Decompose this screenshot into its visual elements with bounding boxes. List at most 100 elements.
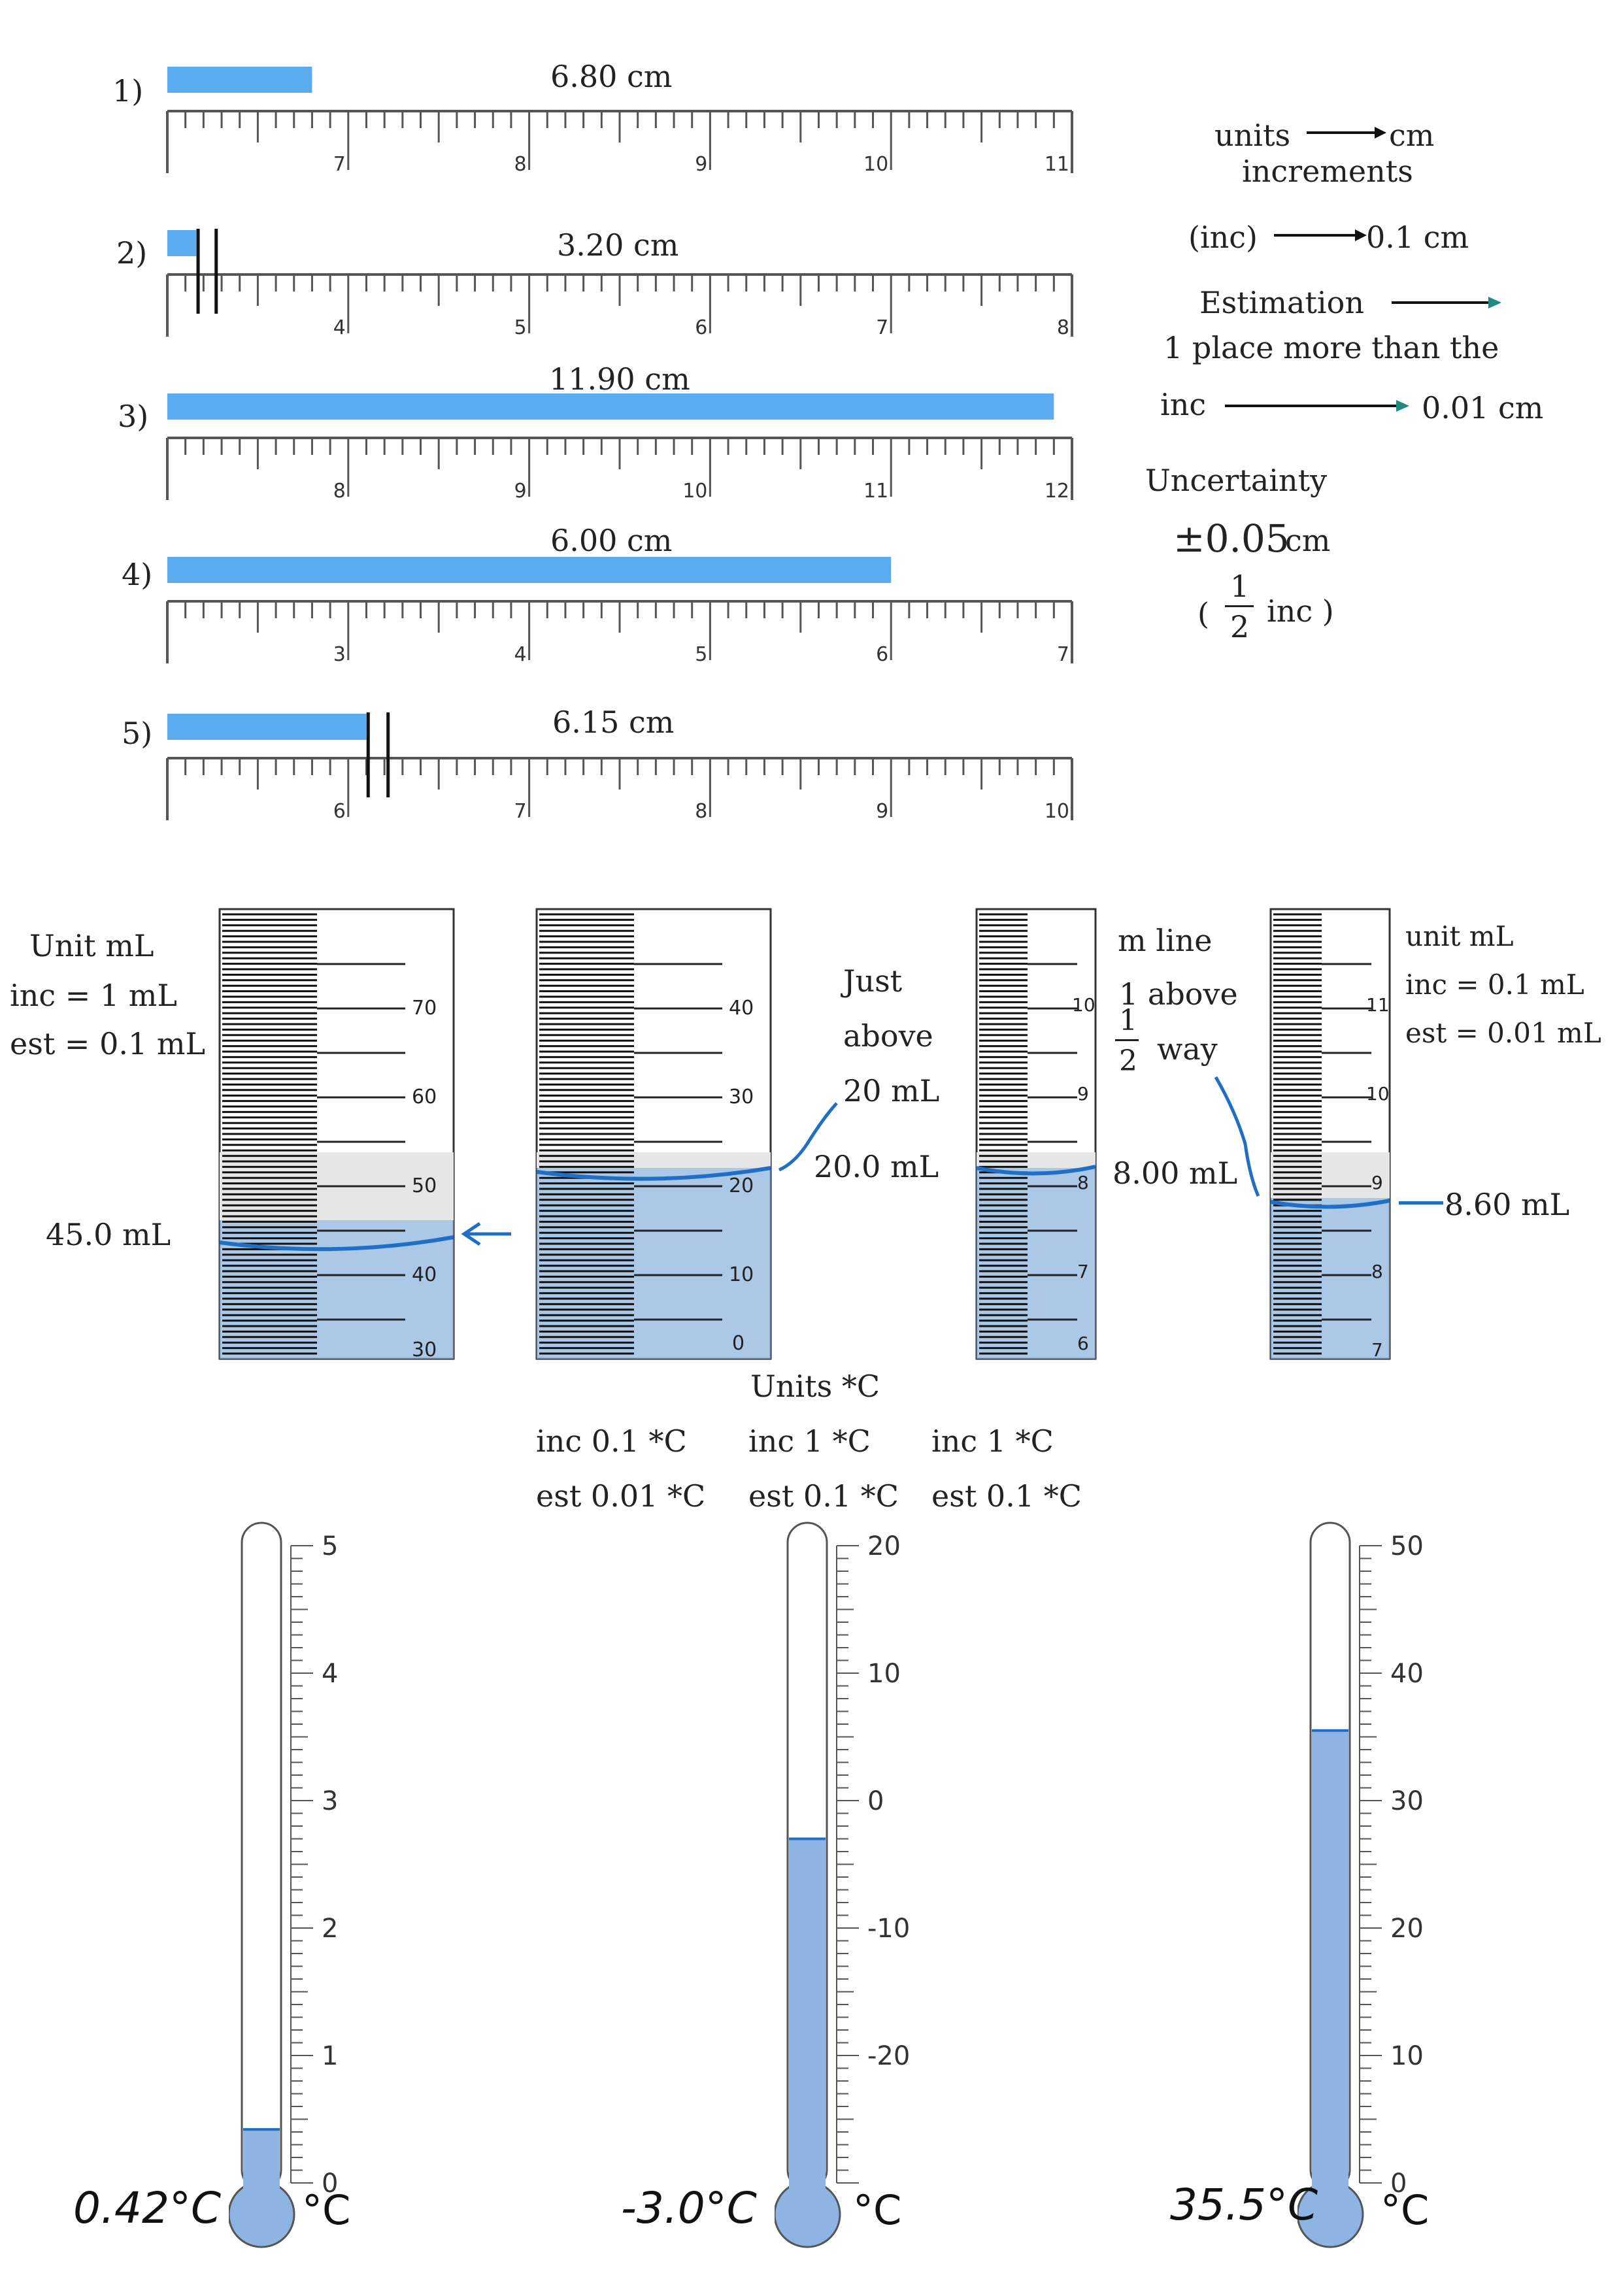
note-one-place: 1 place more than the (1163, 330, 1499, 365)
note-cm: cm (1389, 118, 1435, 153)
thermometer-1: 5 4 3 2 1 0 (229, 1522, 338, 2248)
ruler-3-number: 3) (118, 399, 149, 434)
cyl-3-label-10: 10 (1072, 994, 1096, 1016)
ruler-label: 10 (682, 480, 707, 503)
scale-label: 0 (1390, 2169, 1407, 2199)
cyl-4-label-8: 8 (1371, 1261, 1383, 1282)
cyl-1-label-60: 60 (412, 1086, 437, 1108)
cyl-2-note-above: above (843, 1018, 933, 1054)
note-uncertainty: Uncertainty (1145, 463, 1328, 498)
ruler-ticks (166, 758, 1073, 817)
temp-note-inc-2: inc 1 *C (748, 1423, 871, 1459)
cyl-3-half-num: 1 (1119, 1004, 1137, 1037)
meniscus (1270, 1199, 1390, 1209)
temp-note-est-1: est 0.01 *C (536, 1478, 706, 1514)
temp-note-est-2: est 0.1 *C (748, 1478, 899, 1514)
arrow-icon (1225, 400, 1409, 412)
temp-note-inc-1: inc 0.1 *C (536, 1423, 687, 1459)
arrow-icon (1307, 127, 1386, 139)
scale-label: 3 (322, 1786, 338, 1816)
cyl-1-note-unit: Unit mL (29, 928, 154, 963)
ruler-label: 8 (695, 800, 707, 823)
pointer-line (1399, 1201, 1443, 1205)
ruler-label: 7 (333, 153, 346, 176)
ruler-label: 9 (514, 480, 527, 503)
ruler-label: 9 (876, 800, 888, 823)
meniscus (976, 1165, 1096, 1176)
ruler-label: 6 (333, 800, 346, 823)
scale-label: 10 (1390, 2041, 1424, 2071)
ruler-label: 4 (333, 316, 346, 339)
ruler-label: 9 (695, 153, 707, 176)
scale-label: -10 (867, 1914, 910, 1944)
cyl-1-note-inc: inc = 1 mL (10, 978, 177, 1013)
scale-label: 5 (322, 1531, 338, 1561)
ruler-2: 4 5 6 7 8 (166, 229, 1073, 339)
mercury-column (1312, 1730, 1348, 2203)
arrow-left-icon (461, 1222, 511, 1246)
cyl-2-label-40: 40 (729, 997, 754, 1020)
note-half-den: 2 (1230, 609, 1250, 644)
cyl-2-note-20: 20 mL (843, 1073, 940, 1108)
cyl-4-note-inc: inc = 0.1 mL (1405, 969, 1584, 1001)
cyl-3-reading: 8.00 mL (1113, 1156, 1238, 1191)
ruler-5: 6 7 8 9 10 (166, 712, 1073, 823)
cyl-4-label-11: 11 (1366, 994, 1390, 1016)
ruler-label: 5 (514, 316, 527, 339)
ruler-label: 11 (863, 480, 888, 503)
ruler-label: 11 (1045, 153, 1069, 176)
ruler-5-number: 5) (122, 716, 153, 751)
measured-bar (167, 67, 312, 93)
cyl-1-label-40: 40 (412, 1263, 437, 1286)
cyl-3-label-9: 9 (1077, 1083, 1089, 1105)
scale-label: 0 (867, 1786, 884, 1816)
temp-note-units: Units *C (750, 1369, 880, 1404)
thermo-2-reading: -3.0°C (621, 2183, 757, 2233)
measured-bar (167, 230, 197, 256)
cyl-1-label-30: 30 (412, 1339, 437, 1361)
note-inc-value: 0.1 cm (1366, 220, 1469, 255)
thermo-3-unit: °C (1380, 2186, 1430, 2234)
note-estimation: Estimation (1199, 285, 1364, 320)
measured-bar (167, 714, 367, 740)
note-pm-value: ±0.05 (1173, 516, 1290, 561)
cyl-1-reading: 45.0 mL (46, 1217, 171, 1252)
note-increments: increments (1242, 154, 1413, 189)
ruler-2-reading: 3.20 cm (557, 227, 679, 263)
ruler-label: 10 (863, 153, 888, 176)
ruler-1: 7 8 9 10 11 (166, 67, 1073, 176)
ruler-label: 10 (1045, 800, 1069, 823)
ruler-ticks (166, 111, 1073, 170)
measured-bar (167, 557, 892, 583)
cyl-3-note-way: way (1157, 1031, 1218, 1067)
thermo-2-unit: °C (853, 2186, 902, 2234)
ruler-label: 7 (876, 316, 888, 339)
temp-note-inc-3: inc 1 *C (931, 1423, 1054, 1459)
fraction-bar (1115, 1039, 1139, 1041)
thermo-3-reading: 35.5°C (1170, 2180, 1318, 2230)
cyl-2-note-just: Just (843, 963, 903, 999)
cylinder-2: 40 30 20 10 0 (535, 908, 772, 1360)
measured-bar (167, 393, 1054, 420)
cyl-3-note-mline: m line (1118, 923, 1213, 958)
note-pm-unit: cm (1285, 523, 1331, 558)
cylinder-1: 70 60 50 40 30 (218, 908, 455, 1361)
ruler-label: 3 (333, 643, 346, 666)
ruler-1-number: 1) (112, 73, 144, 108)
cyl-2-label-0: 0 (732, 1332, 745, 1355)
cylinder-4: 11 10 9 8 7 (1269, 908, 1391, 1361)
note-inc: inc (1160, 387, 1207, 422)
scale-label: 20 (1390, 1914, 1424, 1944)
cyl-3-label-7: 7 (1077, 1261, 1089, 1282)
cyl-2-label-30: 30 (729, 1086, 754, 1108)
ruler-1-reading: 6.80 cm (550, 59, 673, 94)
ruler-label: 7 (514, 800, 527, 823)
cyl-3-half-den: 2 (1119, 1044, 1137, 1078)
ruler-ticks (166, 601, 1073, 660)
ruler-label: 7 (1057, 643, 1069, 666)
ruler-label: 6 (876, 643, 888, 666)
cyl-3-label-6: 6 (1077, 1333, 1089, 1354)
scale-label: 4 (322, 1659, 338, 1689)
ruler-4-reading: 6.00 cm (550, 523, 673, 558)
ruler-label: 12 (1045, 480, 1069, 503)
